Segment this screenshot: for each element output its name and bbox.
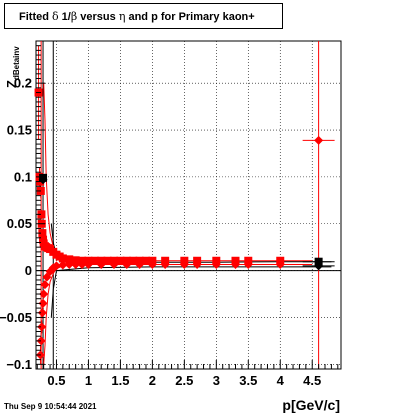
data-point-diamond	[243, 260, 253, 270]
data-point-diamond	[314, 135, 324, 145]
data-point-diamond	[211, 260, 221, 270]
data-point-diamond	[77, 260, 87, 270]
plot-frame	[35, 40, 342, 370]
chart-title-box: Fitted δ 1/β versus η and p for Primary …	[4, 3, 283, 29]
data-point-square	[116, 256, 125, 265]
data-point-diamond	[275, 260, 285, 270]
y-tick-label: 0.15	[7, 123, 32, 138]
axes: 0.5 1 1.5 2 2.5 3 3.5 4 4.5 −0.1 −0.05 0 0.05 0.1 0.15…	[0, 45, 339, 388]
x-axis-label: p[GeV/c]	[282, 397, 340, 413]
grid-lines	[36, 41, 341, 369]
x-tick-label: 3.5	[239, 373, 257, 388]
data-point-diamond	[40, 280, 50, 290]
data-point-square	[103, 256, 112, 265]
data-point-diamond	[37, 322, 47, 332]
data-point-diamond	[38, 298, 48, 308]
data-point-square	[38, 229, 47, 238]
data-point-diamond	[36, 336, 46, 346]
y-tick-label: −0.1	[6, 357, 32, 372]
data-point-diamond	[37, 308, 47, 318]
y-tick-label: 0.05	[7, 216, 32, 231]
data-point-diamond	[160, 260, 170, 270]
data-point-square	[65, 255, 74, 264]
data-point-square	[90, 256, 99, 265]
y-tick-label: 0.2	[14, 76, 32, 91]
data-point-square	[129, 256, 138, 265]
y-tick-label: 0.1	[14, 169, 32, 184]
chart-title: Fitted δ 1/β versus η and p for Primary …	[19, 9, 255, 23]
data-point-diamond	[109, 260, 119, 270]
data-point-diamond	[122, 260, 132, 270]
y-axis-label-sub: dBetainv	[12, 46, 21, 80]
data-point-diamond	[314, 261, 324, 271]
data-point-diamond	[51, 261, 61, 271]
x-tick-label: 4	[277, 373, 285, 388]
data-point-square	[141, 256, 150, 265]
x-tick-label: 3	[213, 373, 220, 388]
y-axis-label-main: Z	[4, 80, 19, 88]
fit-curve-lower	[50, 266, 332, 318]
data-point-diamond	[83, 260, 93, 270]
x-tick-label: 1.5	[111, 373, 129, 388]
data-point-diamond	[71, 260, 81, 270]
x-tick-label: 2	[149, 373, 156, 388]
data-point-diamond	[64, 260, 74, 270]
y-tick-label: −0.05	[0, 310, 32, 325]
x-tick-label: 2.5	[175, 373, 193, 388]
data-point-diamond	[58, 260, 68, 270]
data-point-square	[37, 210, 46, 219]
data-point-diamond	[147, 260, 157, 270]
x-tick-label: 4.5	[303, 373, 321, 388]
x-tick-label: 1	[85, 373, 92, 388]
data-point-diamond	[230, 260, 240, 270]
data-point-diamond	[96, 260, 106, 270]
data-point-square	[58, 254, 67, 263]
data-point-diamond	[39, 289, 49, 299]
y-axis-label: ZdBetainv	[4, 46, 21, 88]
data-point-diamond	[179, 260, 189, 270]
y-tick-label: 0	[25, 263, 32, 278]
data-point-diamond	[135, 260, 145, 270]
timestamp: Thu Sep 9 10:54:44 2021	[4, 402, 97, 411]
x-tick-label: 0.5	[47, 373, 65, 388]
data-point-diamond	[192, 260, 202, 270]
